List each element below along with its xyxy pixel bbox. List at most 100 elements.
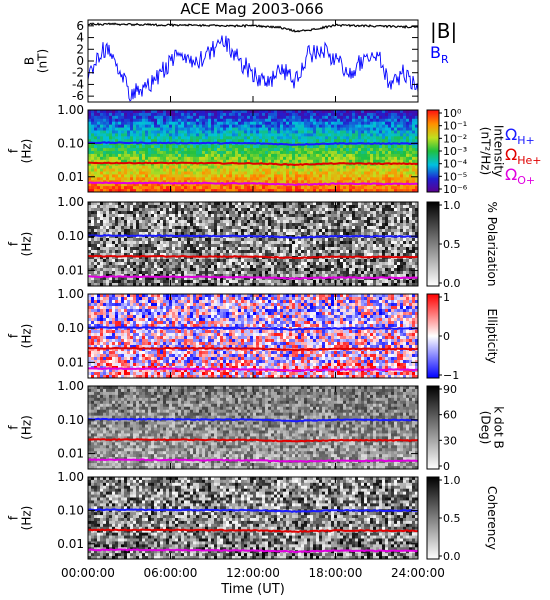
heatmap-cell bbox=[349, 217, 352, 220]
heatmap-cell bbox=[115, 238, 118, 241]
heatmap-cell bbox=[400, 214, 403, 217]
heatmap-cell bbox=[190, 205, 193, 208]
heatmap-cell bbox=[406, 133, 409, 136]
heatmap-cell bbox=[286, 113, 289, 116]
heatmap-cell bbox=[262, 223, 265, 226]
heatmap-cell bbox=[214, 148, 217, 151]
heatmap-cell bbox=[124, 131, 127, 134]
heatmap-cell bbox=[184, 145, 187, 148]
heatmap-cell bbox=[256, 238, 259, 241]
heatmap-cell bbox=[142, 169, 145, 172]
heatmap-cell bbox=[205, 136, 208, 139]
heatmap-cell bbox=[124, 172, 127, 175]
heatmap-cell bbox=[373, 133, 376, 136]
heatmap-cell bbox=[280, 223, 283, 226]
heatmap-cell bbox=[253, 125, 256, 128]
heatmap-cell bbox=[202, 128, 205, 131]
heatmap-cell bbox=[217, 217, 220, 220]
heatmap-cell bbox=[145, 186, 148, 189]
heatmap-cell bbox=[109, 122, 112, 125]
heatmap-cell bbox=[286, 241, 289, 244]
heatmap-cell bbox=[223, 145, 226, 148]
heatmap-cell bbox=[100, 157, 103, 160]
heatmap-cell bbox=[91, 250, 94, 253]
heatmap-cell bbox=[358, 241, 361, 244]
heatmap-cell bbox=[127, 220, 130, 223]
heatmap-cell bbox=[94, 116, 97, 119]
heatmap-cell bbox=[385, 244, 388, 247]
heatmap-cell bbox=[307, 238, 310, 241]
heatmap-cell bbox=[343, 145, 346, 148]
heatmap-cell bbox=[244, 166, 247, 169]
heatmap-cell bbox=[226, 157, 229, 160]
heatmap-cell bbox=[331, 166, 334, 169]
heatmap-cell bbox=[94, 214, 97, 217]
heatmap-cell bbox=[178, 133, 181, 136]
heatmap-cell bbox=[403, 157, 406, 160]
heatmap-cell bbox=[253, 229, 256, 232]
heatmap-cell bbox=[244, 145, 247, 148]
heatmap-cell bbox=[136, 151, 139, 154]
heatmap-cell bbox=[373, 166, 376, 169]
heatmap-cell bbox=[412, 139, 415, 142]
heatmap-cell bbox=[133, 238, 136, 241]
heatmap-cell bbox=[262, 125, 265, 128]
heatmap-cell bbox=[223, 229, 226, 232]
heatmap-cell bbox=[364, 226, 367, 229]
heatmap-cell bbox=[355, 151, 358, 154]
heatmap-cell bbox=[280, 128, 283, 131]
heatmap-cell bbox=[127, 131, 130, 134]
heatmap-cell bbox=[364, 220, 367, 223]
heatmap-cell bbox=[322, 238, 325, 241]
heatmap-cell bbox=[178, 208, 181, 211]
heatmap-cell bbox=[103, 202, 106, 205]
heatmap-cell bbox=[271, 122, 274, 125]
heatmap-cell bbox=[247, 122, 250, 125]
heatmap-cell bbox=[205, 247, 208, 250]
colorbar-tick-label-1: 10⁻¹ bbox=[443, 120, 467, 133]
heatmap-cell bbox=[127, 119, 130, 122]
heatmap-cell bbox=[364, 247, 367, 250]
heatmap-cell bbox=[268, 226, 271, 229]
heatmap-cell bbox=[298, 226, 301, 229]
heatmap-cell bbox=[376, 139, 379, 142]
heatmap-cell bbox=[304, 223, 307, 226]
heatmap-cell bbox=[388, 223, 391, 226]
heatmap-cell bbox=[283, 226, 286, 229]
heatmap-cell bbox=[286, 177, 289, 180]
heatmap-cell bbox=[124, 250, 127, 253]
heatmap-cell bbox=[355, 122, 358, 125]
heatmap-cell bbox=[112, 250, 115, 253]
heatmap-cell bbox=[247, 116, 250, 119]
heatmap-cell bbox=[88, 151, 91, 154]
heatmap-cell bbox=[355, 205, 358, 208]
heatmap-cell bbox=[310, 244, 313, 247]
heatmap-cell bbox=[409, 154, 412, 157]
heatmap-cell bbox=[394, 177, 397, 180]
heatmap-cell bbox=[154, 166, 157, 169]
heatmap-cell bbox=[409, 148, 412, 151]
heatmap-cell bbox=[301, 217, 304, 220]
heatmap-cell bbox=[409, 208, 412, 211]
heatmap-cell bbox=[346, 202, 349, 205]
heatmap-cell bbox=[298, 214, 301, 217]
heatmap-cell bbox=[244, 113, 247, 116]
heatmap-cell bbox=[196, 128, 199, 131]
heatmap-cell bbox=[232, 177, 235, 180]
heatmap-cell bbox=[247, 169, 250, 172]
heatmap-cell bbox=[337, 223, 340, 226]
heatmap-cell bbox=[196, 116, 199, 119]
heatmap-cell bbox=[280, 166, 283, 169]
heatmap-cell bbox=[238, 214, 241, 217]
heatmap-cell bbox=[394, 151, 397, 154]
heatmap-cell bbox=[115, 223, 118, 226]
heatmap-cell bbox=[340, 214, 343, 217]
heatmap-cell bbox=[145, 119, 148, 122]
heatmap-cell bbox=[388, 133, 391, 136]
heatmap-cell bbox=[298, 217, 301, 220]
heatmap-cell bbox=[400, 145, 403, 148]
heatmap-cell bbox=[322, 217, 325, 220]
heatmap-cell bbox=[292, 217, 295, 220]
heatmap-cell bbox=[94, 154, 97, 157]
heatmap-cell bbox=[310, 202, 313, 205]
